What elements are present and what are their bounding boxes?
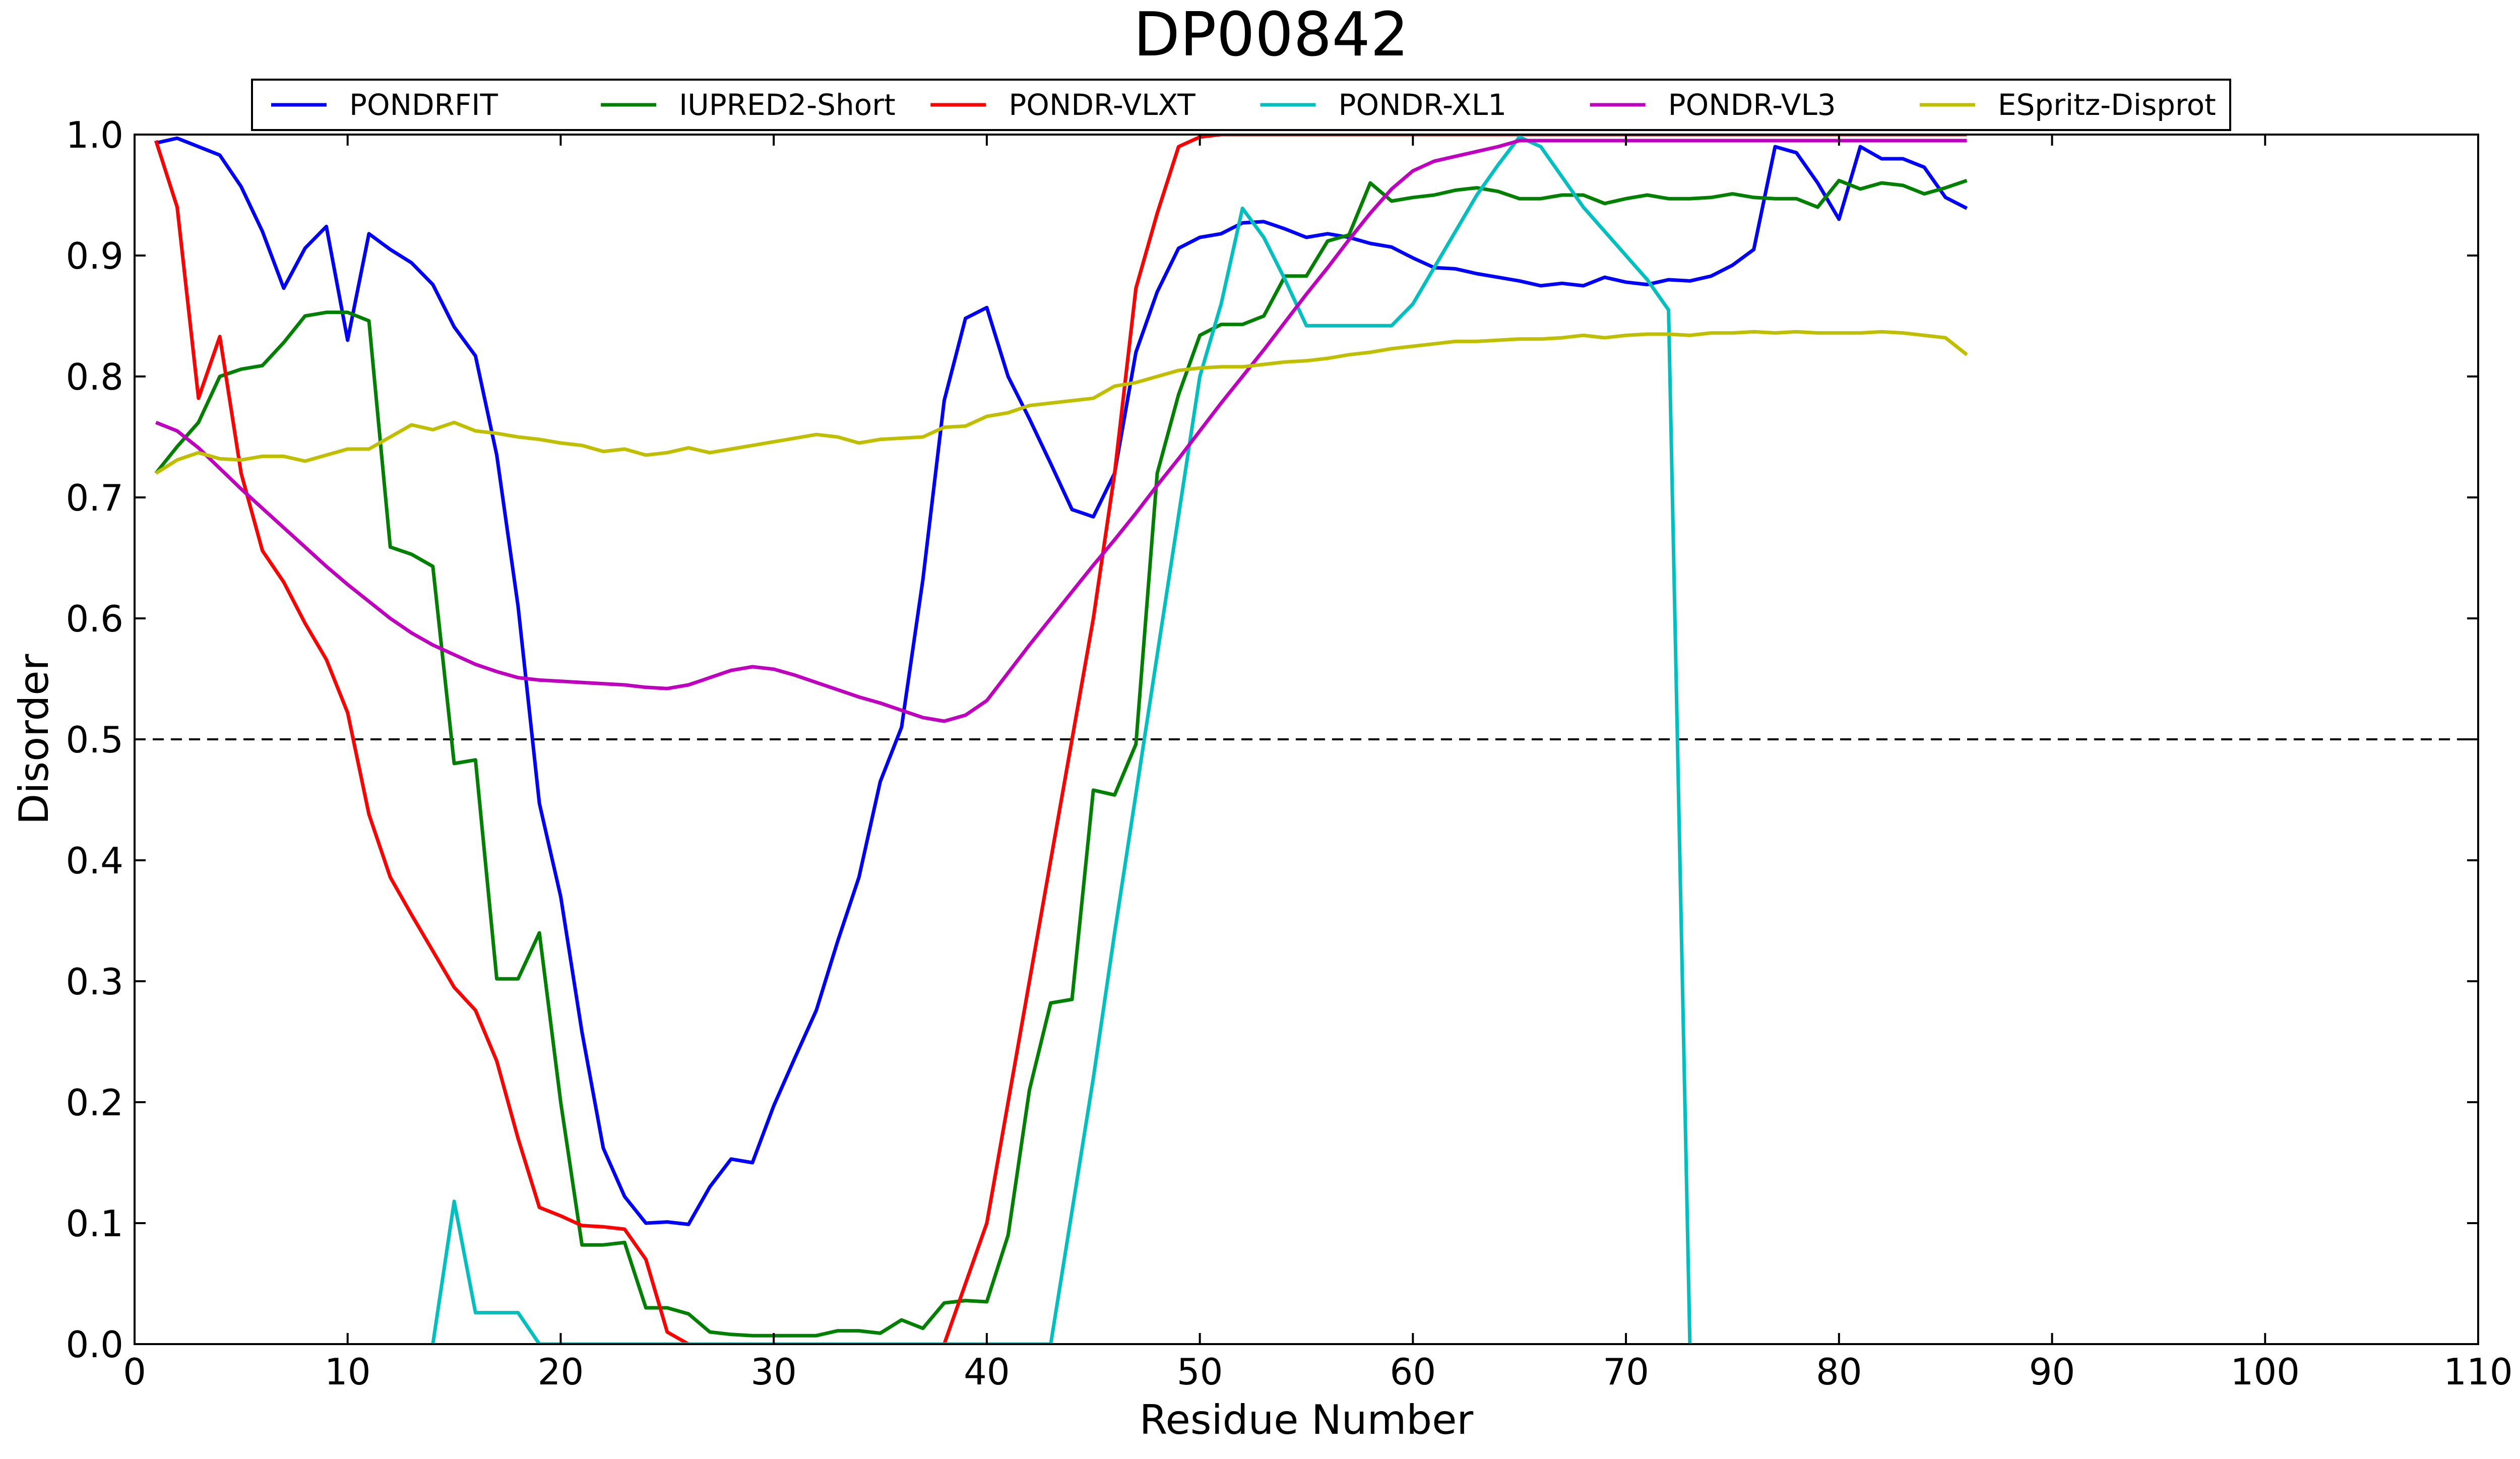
y-axis-label: Disorder [11, 654, 57, 824]
series-line-iupred2-short [154, 178, 1968, 1338]
x-tick-label: 90 [2029, 1351, 2075, 1393]
series-line-espritz-disprot [155, 330, 1968, 475]
y-tick-label: 1.0 [66, 114, 123, 156]
y-tick-label: 0.1 [66, 1202, 123, 1245]
x-tick-label: 10 [325, 1351, 371, 1393]
y-tick-label: 0.4 [66, 840, 123, 882]
chart-title: DP00842 [1133, 0, 1409, 70]
series-line-pondr-vl3 [155, 139, 1967, 723]
x-tick-label: 60 [1390, 1351, 1436, 1393]
legend-label: PONDR-VLXT [1009, 88, 1195, 122]
series-line-pondr-xl1 [431, 135, 1692, 1344]
y-tick-label: 0.3 [66, 961, 123, 1003]
x-tick-label: 20 [538, 1351, 584, 1393]
y-tick-label: 0.6 [66, 598, 123, 640]
legend-box [251, 79, 2231, 131]
x-tick-label: 50 [1177, 1351, 1223, 1393]
y-tick-label: 0.0 [66, 1323, 123, 1366]
y-axis: 0.0 0.1 0.2 0.3 0.4 0.5 0.6 0.7 0.8 0.9 1.0 [66, 114, 2478, 1366]
y-tick-label: 0.2 [66, 1082, 123, 1124]
plot-area [135, 135, 2478, 1344]
y-tick-label: 0.7 [66, 477, 123, 519]
x-tick-label: 30 [750, 1351, 797, 1393]
x-axis: 0 10 20 30 40 50 60 70 80 90 100 110 [123, 135, 2513, 1393]
legend-label: IUPRED2-Short [679, 88, 896, 122]
x-tick-label: 100 [2231, 1351, 2300, 1393]
legend-label: PONDR-VL3 [1668, 88, 1836, 122]
series-line-pondrfit [155, 136, 1968, 1226]
x-tick-label: 80 [1816, 1351, 1862, 1393]
x-tick-label: 0 [123, 1351, 146, 1393]
legend: PONDRFIT IUPRED2-Short PONDR-VLXT PONDR-XL1… [251, 79, 2231, 131]
x-tick-label: 40 [964, 1351, 1010, 1393]
x-axis-label: Residue Number [1140, 1397, 1474, 1443]
y-tick-label: 0.5 [66, 719, 123, 761]
y-tick-label: 0.8 [66, 356, 123, 398]
y-tick-label: 0.9 [66, 235, 123, 277]
x-tick-label: 110 [2443, 1351, 2512, 1393]
x-tick-label: 70 [1603, 1351, 1649, 1393]
legend-label: PONDRFIT [349, 88, 498, 122]
series-line-pondr-vlxt [154, 135, 1967, 1344]
legend-label: PONDR-XL1 [1339, 88, 1507, 122]
legend-label: ESpritz-Disprot [1998, 88, 2216, 122]
